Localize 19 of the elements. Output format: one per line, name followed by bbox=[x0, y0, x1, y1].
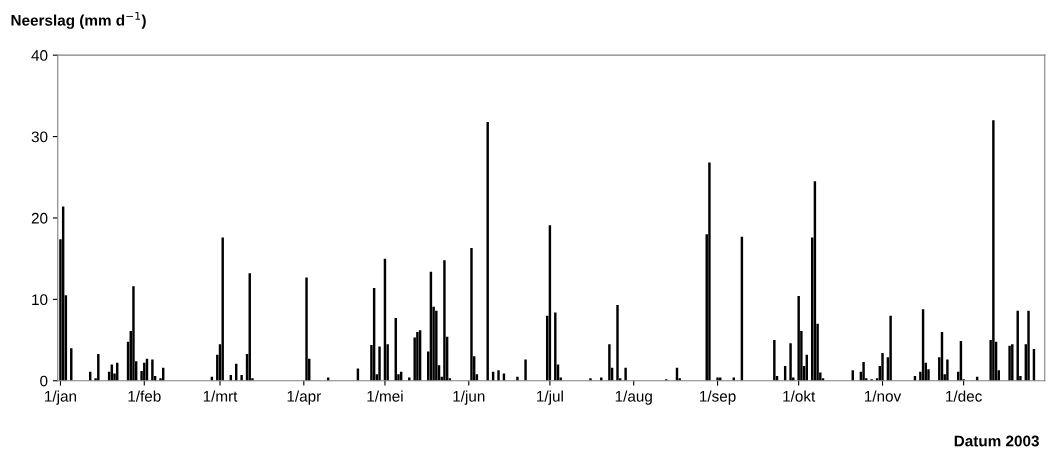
x-tick-label: 1/jul bbox=[537, 390, 563, 405]
y-tick-label: 0 bbox=[40, 375, 48, 387]
y-tick-label: 30 bbox=[31, 131, 48, 143]
y-tick-label: 40 bbox=[31, 50, 48, 61]
x-tick-label: 1/dec bbox=[946, 390, 982, 402]
x-axis-title: Datum 2003 bbox=[954, 435, 1039, 447]
x-tick-label: 1/jan bbox=[45, 390, 77, 405]
y-tick-label: 20 bbox=[31, 212, 48, 224]
x-tick-label: 1/aug bbox=[615, 390, 652, 405]
x-tick-label: 1/mrt bbox=[203, 390, 238, 402]
x-tick-label: 1/jun bbox=[453, 390, 485, 405]
y-tick-label: 10 bbox=[32, 294, 48, 306]
x-tick-label: 1/nov bbox=[864, 390, 902, 402]
x-tick-label: 1/okt bbox=[783, 390, 816, 402]
x-tick-label: 1/feb bbox=[128, 390, 161, 402]
x-tick-label: 1/sep bbox=[700, 390, 736, 405]
x-tick-label: 1/mei bbox=[367, 390, 403, 402]
x-tick-label: 1/apr bbox=[287, 390, 321, 405]
y-axis-title: Neerslag (mm d$^{−1}$) bbox=[11, 11, 146, 29]
